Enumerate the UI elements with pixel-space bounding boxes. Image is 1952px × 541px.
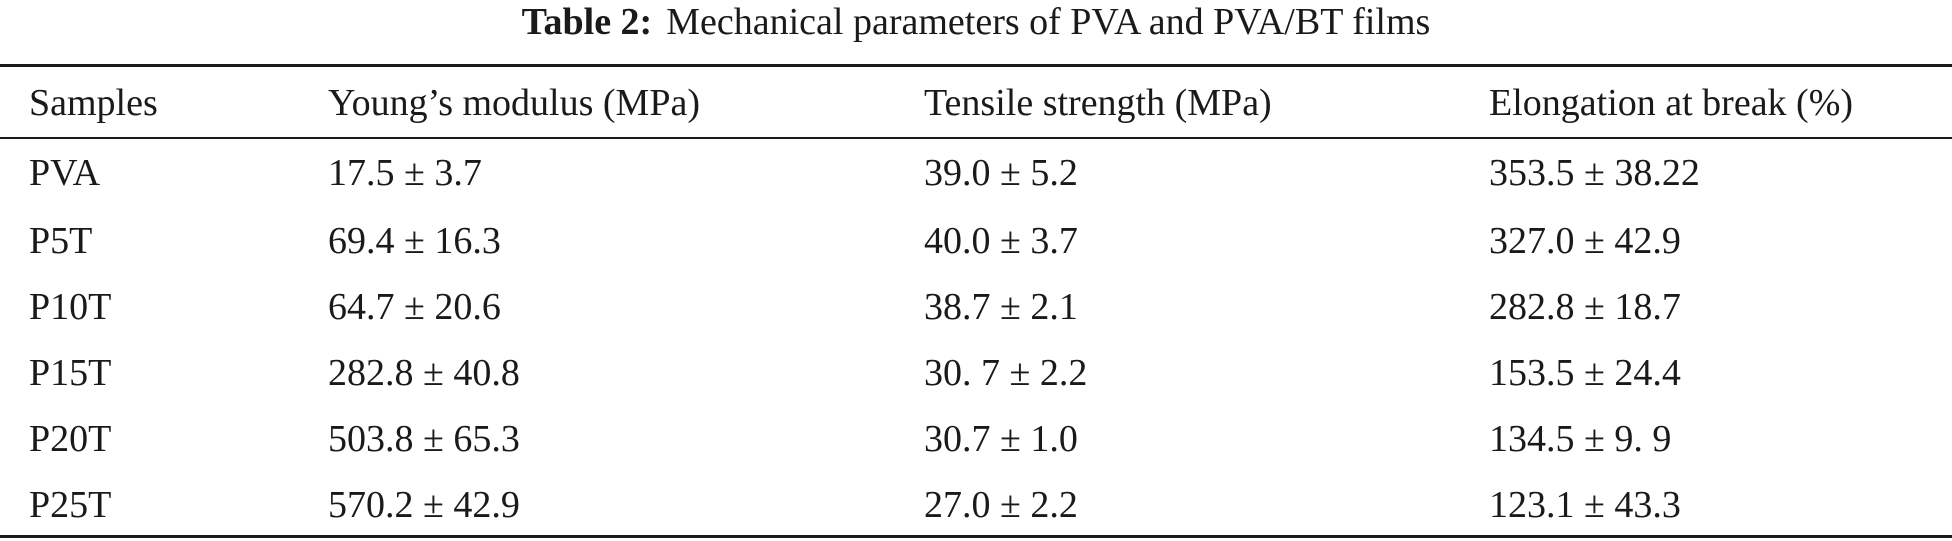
tensile-strength-cell: 27.0 ± 2.2 xyxy=(924,484,1078,526)
table-caption: Table 2: Mechanical parameters of PVA and… xyxy=(0,0,1952,48)
youngs-modulus-cell: 64.7 ± 20.6 xyxy=(328,286,501,328)
table-caption-label: Table 2: xyxy=(521,1,653,43)
header-rule xyxy=(0,137,1952,139)
sample-name-cell: P25T xyxy=(29,484,112,526)
sample-name-cell: P20T xyxy=(29,418,112,460)
column-header-youngs-modulus: Young’s modulus (MPa) xyxy=(328,81,700,124)
youngs-modulus-cell: 17.5 ± 3.7 xyxy=(328,152,482,194)
youngs-modulus-cell: 69.4 ± 16.3 xyxy=(328,220,501,262)
column-header-elongation-at-break: Elongation at break (%) xyxy=(1489,81,1854,124)
tensile-strength-cell: 30. 7 ± 2.2 xyxy=(924,352,1088,394)
tensile-strength-cell: 38.7 ± 2.1 xyxy=(924,286,1078,328)
youngs-modulus-cell: 503.8 ± 65.3 xyxy=(328,418,520,460)
table-header-row: Samples Young’s modulus (MPa) Tensile st… xyxy=(0,67,1952,138)
tensile-strength-cell: 40.0 ± 3.7 xyxy=(924,220,1078,262)
sample-name-cell: P15T xyxy=(29,352,112,394)
column-header-tensile-strength: Tensile strength (MPa) xyxy=(924,81,1272,124)
table-row: P20T 503.8 ± 65.3 30.7 ± 1.0 134.5 ± 9. … xyxy=(0,406,1952,472)
youngs-modulus-cell: 282.8 ± 40.8 xyxy=(328,352,520,394)
table-row: PVA 17.5 ± 3.7 39.0 ± 5.2 353.5 ± 38.22 xyxy=(0,138,1952,208)
youngs-modulus-cell: 570.2 ± 42.9 xyxy=(328,484,520,526)
elongation-cell: 282.8 ± 18.7 xyxy=(1489,286,1681,328)
elongation-cell: 123.1 ± 43.3 xyxy=(1489,484,1681,526)
table-row: P5T 69.4 ± 16.3 40.0 ± 3.7 327.0 ± 42.9 xyxy=(0,208,1952,274)
table-row: P15T 282.8 ± 40.8 30. 7 ± 2.2 153.5 ± 24… xyxy=(0,340,1952,406)
elongation-cell: 153.5 ± 24.4 xyxy=(1489,352,1681,394)
column-header-samples: Samples xyxy=(29,81,158,124)
table-caption-text: Mechanical parameters of PVA and PVA/BT … xyxy=(666,1,1431,43)
mechanical-parameters-table: Samples Young’s modulus (MPa) Tensile st… xyxy=(0,67,1952,538)
top-rule xyxy=(0,64,1952,67)
elongation-cell: 134.5 ± 9. 9 xyxy=(1489,418,1672,460)
sample-name-cell: P10T xyxy=(29,286,112,328)
elongation-cell: 327.0 ± 42.9 xyxy=(1489,220,1681,262)
tensile-strength-cell: 39.0 ± 5.2 xyxy=(924,152,1078,194)
table-row: P25T 570.2 ± 42.9 27.0 ± 2.2 123.1 ± 43.… xyxy=(0,472,1952,538)
table-row: P10T 64.7 ± 20.6 38.7 ± 2.1 282.8 ± 18.7 xyxy=(0,274,1952,340)
sample-name-cell: PVA xyxy=(29,152,101,194)
tensile-strength-cell: 30.7 ± 1.0 xyxy=(924,418,1078,460)
bottom-rule xyxy=(0,535,1952,538)
sample-name-cell: P5T xyxy=(29,220,93,262)
elongation-cell: 353.5 ± 38.22 xyxy=(1489,152,1700,194)
